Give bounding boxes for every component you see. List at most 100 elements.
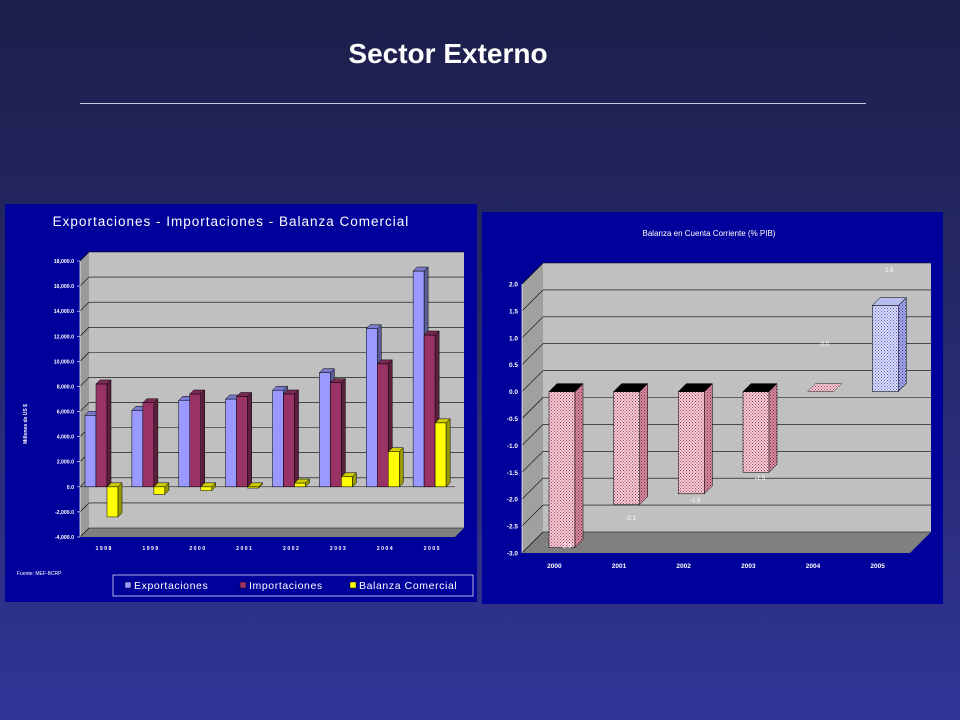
bar-top: [282, 389, 300, 395]
y-tick-label: 1.5: [509, 308, 518, 315]
y-tick-label: 1.0: [509, 335, 518, 342]
bar-balanza-2003: [340, 472, 357, 488]
bar-front: [377, 363, 389, 488]
bar-front: [106, 486, 119, 518]
floor: [522, 532, 931, 553]
x-tick-label: 1 9 9 8: [96, 546, 112, 552]
gridline: [521, 370, 544, 392]
bar-front: [189, 393, 201, 488]
bar-top: [365, 324, 382, 329]
bar-top: [318, 368, 335, 373]
y-tick-label: 0.0: [67, 485, 74, 491]
y-tick-label: -4,000.0: [55, 535, 74, 541]
x-tick-label: 2002: [676, 563, 691, 570]
bar-balanza-1999: [153, 482, 170, 495]
legend-label-exportaciones: Exportaciones: [134, 580, 208, 592]
y-tick-label: 6,000.0: [57, 410, 74, 416]
bar-top: [142, 398, 159, 404]
bar-importaciones-2000: [189, 389, 206, 488]
bar-front: [678, 391, 705, 495]
chart-title: Balanza en Cuenta Corriente (% PIB): [643, 229, 776, 238]
chart-title: Exportaciones - Importaciones - Balanza …: [53, 214, 410, 229]
gridline: [521, 504, 544, 527]
x-tick-label: 1 9 9 9: [142, 546, 158, 552]
bar-top: [677, 383, 713, 392]
bar-side: [153, 398, 159, 488]
y-axis-label: Millones de US $: [23, 404, 29, 444]
bar-2003: [742, 382, 778, 473]
bar-top: [293, 478, 311, 484]
bar-front: [341, 476, 353, 488]
x-tick-label: 2001: [612, 563, 627, 570]
plot-area: 2.0 1.5 1.0 0.5 0.0 -0.5 -1.0 -1.5 -2.0 -2.5 -3.0 -…: [507, 262, 931, 570]
data-label: -2.9: [561, 544, 572, 550]
trade-balance-chart: Exportaciones - Importaciones - Balanza …: [17, 214, 474, 597]
y-tick-label: 0.5: [509, 362, 518, 369]
y-tick-label: 10,000.0: [54, 359, 74, 365]
bar-balanza-2001: [247, 482, 264, 489]
bar-top: [423, 330, 440, 336]
bar-front: [153, 486, 166, 495]
bar-top: [153, 482, 170, 488]
x-tick-label: 2 0 0 2: [283, 546, 299, 552]
gridline: [521, 316, 544, 339]
legend-label-balanza: Balanza Comercial: [359, 580, 457, 592]
bar-top: [340, 472, 357, 478]
gridline: [79, 327, 90, 337]
y-tick-label: -3.0: [507, 551, 519, 558]
bar-front: [330, 382, 342, 488]
bar-2005: [871, 296, 907, 393]
gridline: [521, 424, 544, 446]
floor: [80, 528, 464, 537]
current-account-chart: Balanza en Cuenta Corriente (% PIB) 2.0 1…: [507, 229, 931, 570]
bar-front: [613, 391, 640, 505]
bar-front: [388, 451, 400, 488]
x-tick-label: 2005: [870, 563, 885, 570]
bar-2000: [548, 382, 584, 549]
x-tick-label: 2000: [547, 563, 562, 570]
bar-side: [639, 382, 648, 506]
x-tick-label: 2 0 0 4: [377, 546, 393, 552]
gridline: [79, 301, 90, 312]
bar-top: [329, 378, 346, 383]
bar-front: [434, 422, 447, 488]
bar-front: [283, 393, 295, 488]
gridline: [521, 397, 544, 419]
y-tick-label: -0.5: [507, 416, 519, 423]
legend-swatch-exportaciones: [124, 581, 132, 589]
bar-top: [807, 383, 843, 392]
bar-front: [200, 486, 212, 491]
bar-side: [200, 389, 205, 488]
bar-front: [142, 402, 155, 488]
y-tick-label: 12,000.0: [54, 334, 74, 340]
gridline: [521, 531, 544, 554]
bar-top: [613, 383, 649, 392]
trade-chart-panel: Exportaciones - Importaciones - Balanza …: [5, 204, 477, 602]
bar-importaciones-2001: [236, 391, 253, 488]
gridline: [79, 276, 90, 287]
bar-front: [225, 398, 237, 488]
data-label: -1.9: [690, 498, 701, 504]
y-tick-label: 18,000.0: [54, 259, 74, 265]
bar-front: [272, 389, 284, 488]
y-tick-label: 14,000.0: [54, 309, 74, 315]
y-tick-label: 8,000.0: [57, 384, 74, 390]
current-account-panel: Balanza en Cuenta Corriente (% PIB) 2.0 1…: [482, 212, 943, 604]
bar-front: [236, 396, 248, 488]
bar-top: [247, 482, 264, 488]
bar-top: [434, 418, 451, 424]
bar-importaciones-2002: [282, 389, 300, 488]
gridline: [521, 343, 544, 365]
bar-front: [412, 270, 425, 488]
source-note: Fuente: MEF-BCRP: [17, 571, 62, 577]
bar-side: [445, 418, 451, 488]
legend-swatch-importaciones: [239, 581, 247, 589]
gridline: [521, 262, 544, 285]
gridline: [521, 477, 544, 500]
bar-2002: [677, 382, 713, 495]
legend-swatch-balanza: [349, 581, 357, 589]
bar-side: [117, 482, 123, 518]
bar-top: [106, 482, 123, 488]
bar-side: [341, 378, 346, 488]
bar-front: [872, 305, 899, 392]
